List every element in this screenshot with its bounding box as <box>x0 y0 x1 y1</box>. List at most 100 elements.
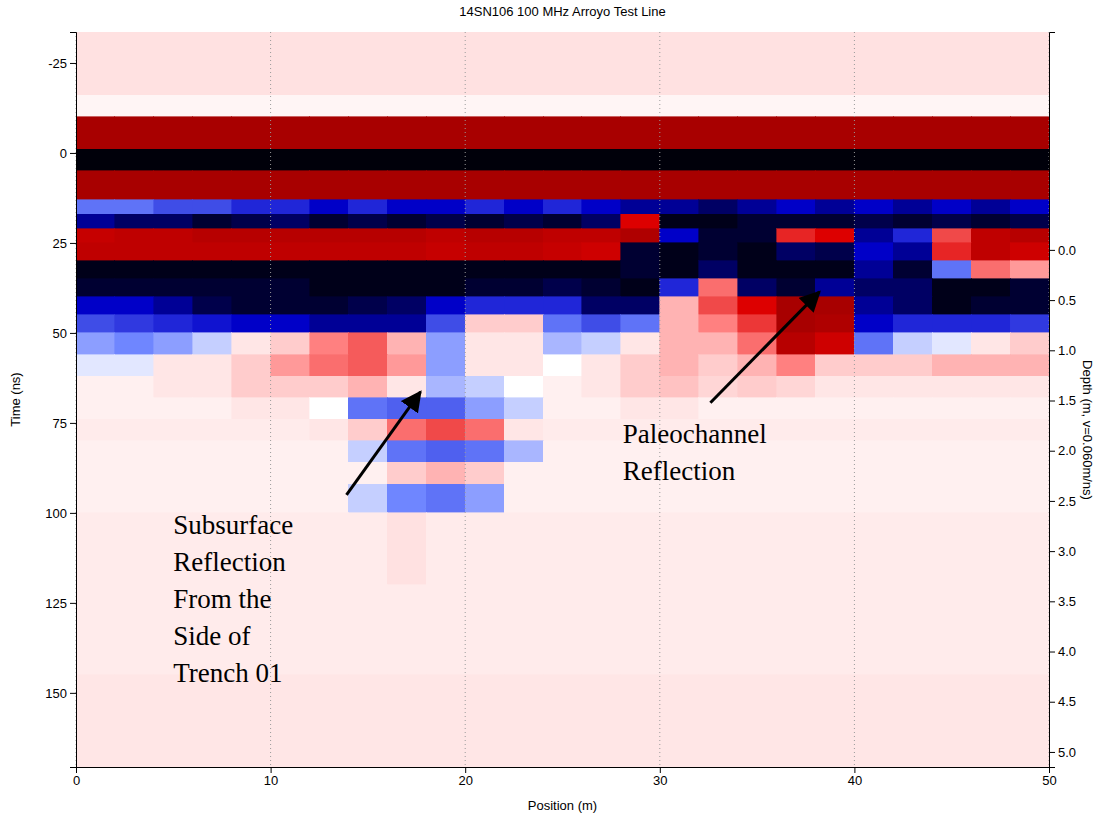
tick-label: 100 <box>45 506 67 521</box>
heatmap-cell <box>76 441 115 463</box>
tick-label: 3.0 <box>1058 544 1076 559</box>
heatmap-cell <box>932 297 971 315</box>
tick-mark <box>70 333 76 334</box>
heatmap-cell <box>387 513 426 585</box>
heatmap-cell <box>426 462 465 484</box>
heatmap-cell <box>777 585 816 675</box>
heatmap-cell <box>504 171 543 200</box>
tick-mark <box>1049 300 1055 301</box>
heatmap-cell <box>815 229 854 243</box>
heatmap-cell <box>699 585 738 675</box>
heatmap-cell <box>777 214 816 228</box>
heatmap-cell <box>971 297 1010 315</box>
tick-label: 25 <box>53 236 67 251</box>
heatmap-cell <box>504 462 543 484</box>
tick: 100 <box>45 506 76 521</box>
tick: 0.0 <box>1049 243 1076 258</box>
heatmap-cell <box>232 333 271 355</box>
heatmap-cell <box>660 149 699 171</box>
heatmap-cell <box>115 243 154 261</box>
heatmap-cell <box>1010 513 1049 585</box>
heatmap-cell <box>854 200 893 214</box>
heatmap-cell <box>426 513 465 585</box>
heatmap-cell <box>465 229 504 243</box>
tick-mark <box>271 767 272 773</box>
heatmap-cell <box>893 279 932 297</box>
heatmap-cell <box>193 315 232 333</box>
title: 14SN106 100 MHz Arroyo Test Line <box>459 4 665 19</box>
heatmap-cell <box>504 200 543 214</box>
heatmap-cell <box>1010 149 1049 171</box>
heatmap-cell <box>932 200 971 214</box>
heatmap-cell <box>777 261 816 279</box>
annotation-line: Trench 01 <box>173 658 282 688</box>
heatmap-cell <box>854 32 893 95</box>
heatmap-cell <box>893 419 932 441</box>
tick-label: 1.5 <box>1058 393 1076 408</box>
heatmap-cell <box>971 117 1010 149</box>
heatmap-cell <box>387 214 426 228</box>
heatmap-cell <box>699 297 738 315</box>
heatmap-cell <box>387 355 426 377</box>
heatmap-cell <box>815 297 854 315</box>
heatmap-cell <box>815 513 854 585</box>
heatmap-cell <box>621 376 660 398</box>
heatmap-cell <box>543 585 582 675</box>
heatmap-cell <box>76 484 115 513</box>
heatmap-cell <box>1010 398 1049 420</box>
heatmap-cell <box>310 229 349 243</box>
heatmap-cell <box>854 376 893 398</box>
heatmap-cell <box>854 95 893 117</box>
heatmap-cell <box>543 279 582 297</box>
heatmap-cell <box>387 675 426 767</box>
heatmap-cell <box>232 261 271 279</box>
heatmap-cell <box>387 117 426 149</box>
tick: 0.5 <box>1049 293 1076 308</box>
heatmap-cell <box>660 355 699 377</box>
heatmap-cell <box>271 462 310 484</box>
heatmap-cell <box>971 32 1010 95</box>
heatmap-cell <box>660 279 699 297</box>
annotation-arrow <box>346 392 420 495</box>
heatmap-cell <box>854 171 893 200</box>
heatmap-cell <box>115 484 154 513</box>
heatmap-cell <box>1010 297 1049 315</box>
heatmap-cell <box>154 675 193 767</box>
heatmap-cell <box>1010 376 1049 398</box>
heatmap-cell <box>348 513 387 585</box>
heatmap-cell <box>76 355 115 377</box>
heatmap-cell <box>426 229 465 243</box>
heatmap-cell <box>310 315 349 333</box>
heatmap-cell <box>310 117 349 149</box>
heatmap-cell <box>504 117 543 149</box>
heatmap-cell <box>582 214 621 228</box>
heatmap-cell <box>1010 214 1049 228</box>
tick: 3.5 <box>1049 594 1076 609</box>
heatmap-cell <box>660 484 699 513</box>
heatmap-cell <box>310 675 349 767</box>
heatmap-cell <box>76 462 115 484</box>
heatmap-cell <box>893 117 932 149</box>
heatmap-cell <box>660 243 699 261</box>
heatmap-cell <box>932 214 971 228</box>
heatmap-cell <box>893 243 932 261</box>
heatmap-cell <box>543 484 582 513</box>
heatmap-cell <box>738 355 777 377</box>
heatmap-cell <box>815 462 854 484</box>
heatmap-cell <box>232 398 271 420</box>
heatmap-cell <box>387 279 426 297</box>
heatmap-cell <box>1010 484 1049 513</box>
x-axis: 01020304050 <box>73 767 1057 788</box>
heatmap-cell <box>426 261 465 279</box>
heatmap-cell <box>348 376 387 398</box>
heatmap-cell <box>738 398 777 420</box>
tick-label: 4.0 <box>1058 644 1076 659</box>
heatmap-cell <box>387 200 426 214</box>
heatmap-cell <box>854 315 893 333</box>
heatmap-cell <box>621 355 660 377</box>
heatmap-cell <box>815 484 854 513</box>
heatmap-cell <box>932 229 971 243</box>
heatmap-cell <box>504 261 543 279</box>
heatmap-cell <box>310 441 349 463</box>
heatmap-cell <box>1010 200 1049 214</box>
